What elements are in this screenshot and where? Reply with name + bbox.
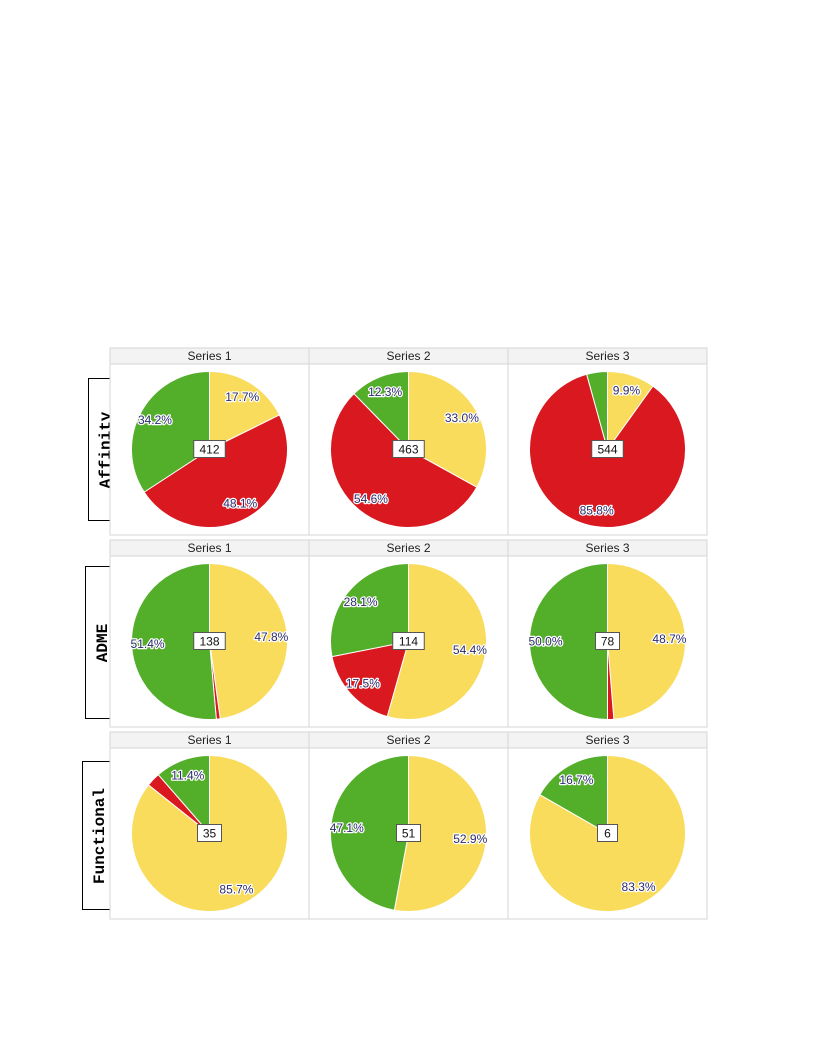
slice-label: 48.7% (652, 632, 686, 646)
pie-slice (408, 370, 487, 488)
center-count-box (392, 632, 425, 650)
center-count-label: 6 (604, 827, 611, 841)
pie-slice (130, 562, 217, 720)
slice-label: 85.8% (580, 504, 614, 518)
panel-title: Series 3 (585, 541, 629, 555)
pie-slice (143, 414, 288, 528)
slice-label: 34.2% (138, 413, 172, 427)
panel-title: Series 3 (585, 733, 629, 747)
center-count-box (597, 824, 618, 842)
slice-label: 48.1% (223, 496, 257, 510)
pie-slice (330, 392, 478, 528)
center-count-label: 51 (402, 827, 416, 841)
slice-label: 50.0% (528, 635, 562, 649)
pie-slice (330, 562, 409, 658)
slice-label: 85.7% (219, 882, 253, 896)
slice-label: 16.7% (559, 773, 593, 787)
slice-label: 17.5% (346, 677, 380, 691)
center-count-label: 463 (398, 443, 418, 457)
pie-slice (209, 562, 288, 720)
pie-slice (209, 370, 281, 451)
pie-slice (353, 370, 409, 451)
pie-slice (586, 370, 608, 450)
slice-label: 47.1% (330, 821, 364, 835)
panel-title: Series 1 (187, 541, 231, 555)
panel-title: Series 1 (187, 349, 231, 363)
slice-label: 12.3% (368, 385, 402, 399)
center-count-label: 412 (199, 443, 219, 457)
pie-slice (157, 754, 210, 835)
panel-title: Series 2 (386, 349, 430, 363)
slice-label: 17.7% (225, 390, 259, 404)
pie-slice (131, 370, 210, 493)
slice-label: 33.0% (445, 411, 479, 425)
center-count-box (193, 632, 226, 650)
panel-title: Series 3 (585, 349, 629, 363)
pie-slice (331, 640, 410, 718)
slice-label: 28.1% (344, 595, 378, 609)
center-count-box (392, 440, 425, 458)
pie-slice (539, 754, 608, 835)
center-count-label: 35 (203, 827, 217, 841)
panel-title: Series 2 (386, 733, 430, 747)
slice-label: 47.8% (254, 630, 288, 644)
center-count-box (595, 632, 620, 650)
center-count-label: 78 (601, 635, 615, 649)
panel-body (507, 555, 708, 728)
slice-label: 52.9% (453, 832, 487, 846)
slice-label: 51.4% (131, 637, 165, 651)
pie-slice (386, 562, 488, 720)
slice-label: 83.3% (622, 880, 656, 894)
center-count-box (197, 824, 222, 842)
panel-body (507, 747, 708, 920)
pie-slice (607, 562, 686, 720)
center-count-label: 544 (597, 443, 617, 457)
slice-label: 9.9% (613, 383, 641, 397)
pie-slice (329, 754, 409, 911)
center-count-label: 114 (399, 635, 418, 649)
pie-slice (529, 562, 608, 721)
center-count-box (591, 440, 624, 458)
slice-label: 11.4% (171, 768, 204, 782)
pie-slice (393, 754, 487, 912)
panel-title: Series 1 (187, 733, 231, 747)
center-count-label: 138 (199, 635, 219, 649)
center-count-box (193, 440, 226, 458)
panel-title: Series 2 (386, 541, 430, 555)
panel-body (507, 363, 708, 536)
slice-label: 54.4% (453, 643, 487, 657)
center-count-box (396, 824, 421, 842)
slice-label: 54.6% (354, 492, 388, 506)
